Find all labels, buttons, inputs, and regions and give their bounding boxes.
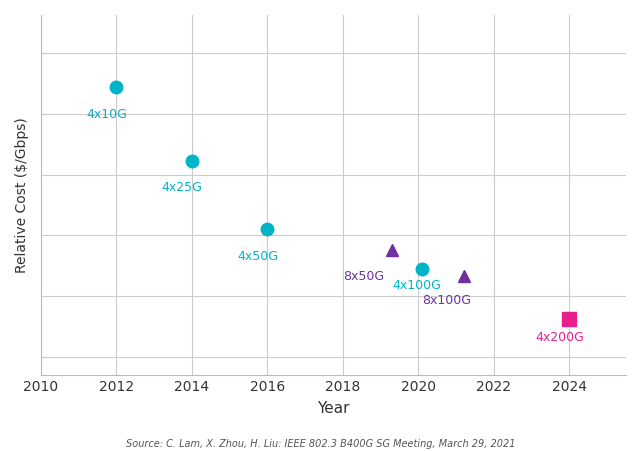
Text: 4x200G: 4x200G bbox=[535, 331, 584, 344]
Text: 4x50G: 4x50G bbox=[237, 250, 278, 263]
Text: Source: C. Lam, X. Zhou, H. Liu: IEEE 802.3 B400G SG Meeting, March 29, 2021: Source: C. Lam, X. Zhou, H. Liu: IEEE 80… bbox=[126, 439, 515, 449]
Text: 4x10G: 4x10G bbox=[86, 109, 127, 121]
Text: 4x100G: 4x100G bbox=[392, 280, 441, 292]
Text: 8x50G: 8x50G bbox=[343, 270, 384, 282]
Text: 8x100G: 8x100G bbox=[422, 294, 471, 307]
Text: 4x25G: 4x25G bbox=[162, 181, 203, 194]
X-axis label: Year: Year bbox=[317, 400, 349, 416]
Y-axis label: Relative Cost ($/Gbps): Relative Cost ($/Gbps) bbox=[15, 117, 29, 273]
